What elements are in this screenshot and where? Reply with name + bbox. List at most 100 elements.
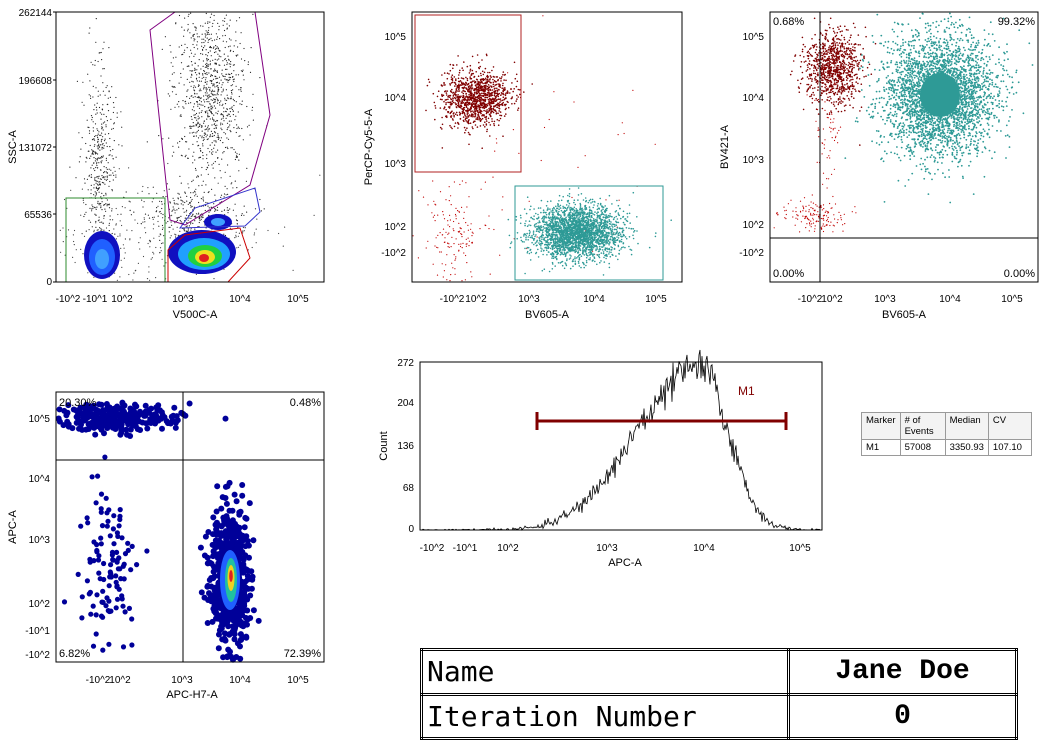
p2-event bbox=[566, 258, 568, 260]
p1-event bbox=[196, 124, 198, 126]
p1-event bbox=[96, 176, 98, 178]
p2-event bbox=[610, 230, 612, 232]
p2-event bbox=[579, 208, 582, 210]
p2-event bbox=[592, 206, 594, 209]
p2-event bbox=[546, 200, 549, 203]
p1-event bbox=[185, 230, 187, 232]
p2-event bbox=[510, 88, 513, 90]
p2-event bbox=[458, 83, 460, 86]
p1-event bbox=[226, 137, 228, 139]
p2-event bbox=[491, 120, 493, 123]
p2-event bbox=[562, 195, 564, 198]
p1-event bbox=[119, 220, 121, 222]
p1-event bbox=[101, 109, 104, 111]
p2-event bbox=[447, 110, 449, 113]
p1-event bbox=[192, 179, 194, 181]
p1-event bbox=[122, 244, 124, 246]
p2-event bbox=[533, 208, 535, 210]
p2-event bbox=[507, 106, 510, 109]
p2-event bbox=[553, 211, 555, 214]
p1-event bbox=[216, 59, 218, 61]
p1-event bbox=[101, 175, 103, 177]
p1-event bbox=[189, 70, 191, 72]
p2-event bbox=[488, 121, 490, 124]
p1-event bbox=[198, 84, 200, 87]
p1-event bbox=[236, 127, 238, 130]
p1-event bbox=[203, 88, 205, 90]
p1-event bbox=[213, 119, 215, 121]
p2-event bbox=[562, 205, 564, 208]
p1-event bbox=[102, 176, 105, 178]
p1-event bbox=[191, 118, 193, 120]
p2-event bbox=[602, 252, 605, 255]
p1-event bbox=[190, 85, 192, 87]
p2-event bbox=[454, 92, 456, 95]
p1-event bbox=[223, 75, 225, 77]
p1-event bbox=[223, 64, 226, 66]
p2-event bbox=[553, 240, 555, 243]
p2-event bbox=[484, 90, 486, 92]
p2-event bbox=[503, 115, 506, 117]
p1-event bbox=[95, 186, 97, 188]
p1-event bbox=[254, 208, 257, 210]
p1-event bbox=[202, 65, 204, 67]
p2-event bbox=[452, 228, 454, 230]
p2-event bbox=[470, 95, 473, 97]
p1-event bbox=[198, 72, 200, 74]
p1-event bbox=[224, 78, 226, 80]
p2-event bbox=[573, 101, 575, 103]
p1-event bbox=[278, 232, 280, 235]
p2-event bbox=[577, 262, 580, 264]
p1-y-ticks: 0 65536 131072 196608 262144 bbox=[19, 8, 56, 288]
p1-event bbox=[167, 220, 169, 223]
p2-event bbox=[446, 72, 449, 74]
p1-event bbox=[192, 122, 194, 124]
p2-event bbox=[470, 81, 473, 84]
p1-gate-blue[interactable] bbox=[178, 187, 261, 229]
p1-event bbox=[210, 82, 213, 84]
p1-event bbox=[216, 71, 219, 73]
p2-event bbox=[482, 102, 484, 104]
p2-event bbox=[526, 252, 529, 254]
p1-event bbox=[225, 68, 227, 70]
p2-event bbox=[470, 77, 473, 80]
p1-event bbox=[210, 68, 212, 70]
p2-event bbox=[620, 217, 622, 220]
p1-event bbox=[206, 81, 208, 83]
p1-event bbox=[108, 185, 110, 187]
p2-event bbox=[466, 127, 468, 129]
p2-event bbox=[515, 219, 518, 221]
p1-xtick-4: 10^4 bbox=[229, 294, 251, 305]
p1-event bbox=[156, 207, 158, 209]
p2-event bbox=[448, 243, 450, 245]
p2-event bbox=[457, 123, 460, 125]
p2-event bbox=[514, 77, 517, 80]
p1-event bbox=[99, 184, 101, 186]
p1-event bbox=[134, 219, 136, 221]
p1-event bbox=[93, 162, 95, 164]
p1-event bbox=[207, 125, 209, 127]
p1-events bbox=[59, 12, 321, 281]
p2-event bbox=[484, 92, 487, 95]
p1-event bbox=[190, 204, 192, 206]
p2-event bbox=[609, 212, 611, 215]
p2-event bbox=[451, 88, 453, 91]
p2-event bbox=[479, 65, 482, 68]
p1-event bbox=[111, 190, 113, 192]
p1-event bbox=[205, 87, 207, 89]
p2-event bbox=[610, 221, 612, 223]
p1-event bbox=[75, 177, 77, 179]
p2-event bbox=[582, 223, 585, 225]
p2-event bbox=[456, 99, 459, 102]
p1-event bbox=[192, 81, 194, 83]
p1-event bbox=[231, 108, 233, 111]
p2-event bbox=[479, 81, 482, 84]
p2-event bbox=[502, 196, 504, 198]
p2-event bbox=[487, 71, 489, 74]
p2-event bbox=[443, 106, 446, 108]
p1-event bbox=[251, 246, 253, 249]
p2-event bbox=[495, 83, 498, 86]
p2-event bbox=[617, 237, 620, 239]
p2-event bbox=[453, 116, 455, 118]
p1-event bbox=[212, 99, 214, 101]
